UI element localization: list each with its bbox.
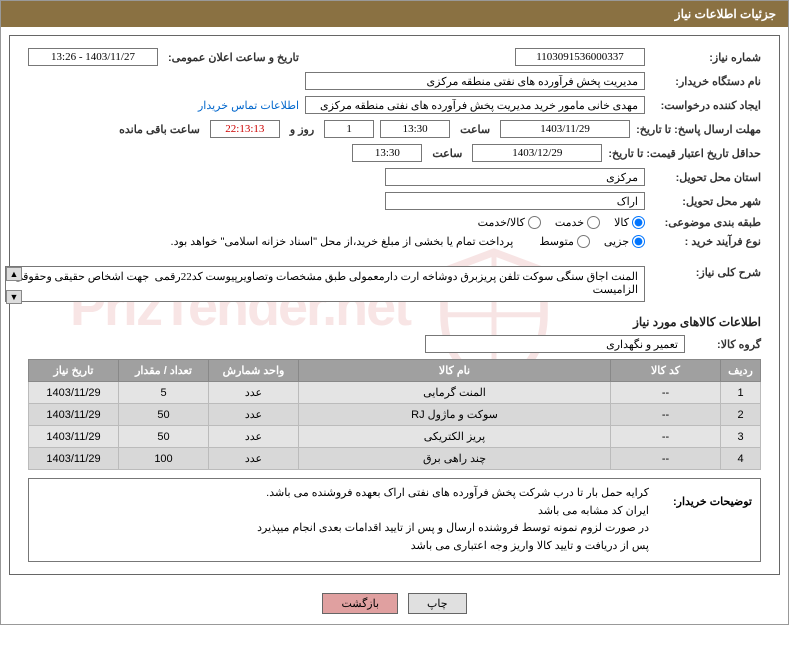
scroll-up-icon[interactable]: ▲ [6, 267, 22, 281]
deadline-label: مهلت ارسال پاسخ: تا تاریخ: [636, 123, 761, 136]
table-row: 3--پریز الکتریکیعدد501403/11/29 [29, 426, 761, 448]
deadline-date-field[interactable] [500, 120, 630, 138]
scroll-down-icon[interactable]: ▼ [6, 290, 22, 304]
table-row: 1--المنت گرماییعدد51403/11/29 [29, 382, 761, 404]
hours-remaining-label: ساعت باقی مانده [115, 123, 204, 136]
category-goods-radio[interactable]: کالا [614, 216, 645, 229]
panel-header: جزئیات اطلاعات نیاز [1, 1, 788, 27]
payment-note: پرداخت تمام یا بخشی از مبلغ خرید،از محل … [171, 235, 514, 248]
back-button[interactable]: بازگشت [322, 593, 398, 614]
announce-date-field[interactable] [28, 48, 158, 66]
buyer-notes-label: توضیحات خریدار: [657, 485, 752, 555]
days-and-label: روز و [286, 123, 318, 136]
countdown-field[interactable] [210, 120, 280, 138]
requester-field[interactable] [305, 96, 645, 114]
col-unit: واحد شمارش [209, 360, 299, 382]
deadline-time-field[interactable] [380, 120, 450, 138]
items-table: ردیف کد کالا نام کالا واحد شمارش تعداد /… [28, 359, 761, 470]
buyer-org-label: نام دستگاه خریدار: [651, 75, 761, 88]
col-row: ردیف [721, 360, 761, 382]
province-field[interactable] [385, 168, 645, 186]
description-textarea[interactable] [5, 266, 645, 302]
category-both-radio[interactable]: کالا/خدمت [478, 216, 541, 229]
validity-date-field[interactable] [472, 144, 602, 162]
buyer-notes-text: کرایه حمل بار تا درب شرکت پخش فرآورده ها… [37, 485, 649, 555]
province-label: استان محل تحویل: [651, 171, 761, 184]
need-number-field[interactable] [515, 48, 645, 66]
announce-date-label: تاریخ و ساعت اعلان عمومی: [164, 51, 303, 64]
process-medium-radio[interactable]: متوسط [539, 235, 590, 248]
validity-label: حداقل تاریخ اعتبار قیمت: تا تاریخ: [608, 147, 761, 160]
validity-time-field[interactable] [352, 144, 422, 162]
buyer-contact-link[interactable]: اطلاعات تماس خریدار [198, 99, 299, 112]
table-row: 2--سوکت و ماژول RJعدد501403/11/29 [29, 404, 761, 426]
buyer-org-field[interactable] [305, 72, 645, 90]
col-code: کد کالا [611, 360, 721, 382]
city-field[interactable] [385, 192, 645, 210]
process-type-label: نوع فرآیند خرید : [651, 235, 761, 248]
description-label: شرح کلی نیاز: [651, 266, 761, 279]
col-qty: تعداد / مقدار [119, 360, 209, 382]
deadline-time-label: ساعت [456, 123, 494, 136]
category-service-radio[interactable]: خدمت [555, 216, 600, 229]
table-row: 4--چند راهی برقعدد1001403/11/29 [29, 448, 761, 470]
validity-time-label: ساعت [428, 147, 466, 160]
col-name: نام کالا [299, 360, 611, 382]
need-number-label: شماره نیاز: [651, 51, 761, 64]
items-section-title: اطلاعات کالاهای مورد نیاز [28, 315, 761, 329]
category-label: طبقه بندی موضوعی: [651, 216, 761, 229]
days-remaining-field[interactable] [324, 120, 374, 138]
print-button[interactable]: چاپ [408, 593, 467, 614]
col-date: تاریخ نیاز [29, 360, 119, 382]
goods-group-label: گروه کالا: [691, 338, 761, 351]
buyer-notes-box: توضیحات خریدار: کرایه حمل بار تا درب شرک… [28, 478, 761, 562]
goods-group-field[interactable] [425, 335, 685, 353]
process-minor-radio[interactable]: جزیی [604, 235, 645, 248]
city-label: شهر محل تحویل: [651, 195, 761, 208]
requester-label: ایجاد کننده درخواست: [651, 99, 761, 112]
